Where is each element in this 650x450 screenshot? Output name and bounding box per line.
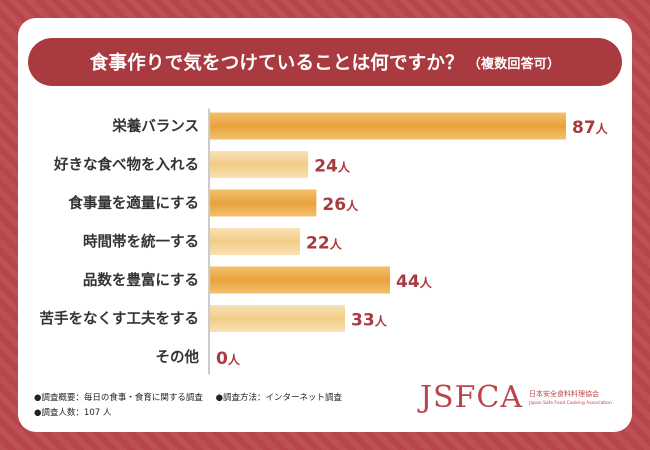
logo-name-jp: 日本安全食料料理協会 (529, 390, 600, 398)
survey-overview: ●調査概要：毎日の食事・食育に関する調査 (34, 393, 203, 403)
survey-notes: ●調査概要：毎日の食事・食育に関する調査 ●調査方法：インターネット調査 ●調査… (34, 391, 352, 421)
bar (210, 112, 566, 140)
bar (210, 305, 346, 332)
bar (210, 228, 301, 255)
value-label: 22人 (306, 234, 343, 254)
survey-count: ●調査人数：107 人 (34, 408, 112, 418)
chart-title-bar: 食事作りで気をつけていることは何ですか？ （複数回答可） (28, 38, 622, 86)
category-label: その他 (156, 348, 200, 366)
bar (210, 266, 391, 294)
chart-subtitle: （複数回答可） (467, 56, 561, 72)
jsfca-logo: JSFCA 日本安全食料料理協会 Japan Safe Food Cooking… (420, 380, 612, 415)
chart-title: 食事作りで気をつけていることは何ですか？ (89, 53, 464, 74)
value-label: 33人 (351, 311, 388, 331)
value-label: 26人 (322, 195, 359, 215)
value-label: 24人 (314, 157, 351, 177)
value-label: 44人 (396, 272, 433, 292)
bar (210, 151, 309, 178)
logo-mark: JSFCA (420, 380, 524, 415)
category-label: 好きな食べ物を入れる (53, 156, 199, 174)
value-label: 0人 (216, 349, 241, 369)
value-label: 87人 (572, 118, 609, 138)
category-label: 苦手をなくす工夫をする (40, 310, 200, 328)
content-card (18, 18, 632, 432)
category-label: 栄養バランス (111, 117, 199, 135)
category-label: 時間帯を統一する (83, 233, 199, 251)
logo-name-en: Japan Safe Food Cooking Association (529, 401, 612, 406)
bar (210, 189, 317, 217)
category-label: 食事量を適量にする (68, 194, 199, 212)
survey-method: ●調査方法：インターネット調査 (215, 393, 343, 403)
category-label: 品数を豊富にする (83, 271, 199, 289)
